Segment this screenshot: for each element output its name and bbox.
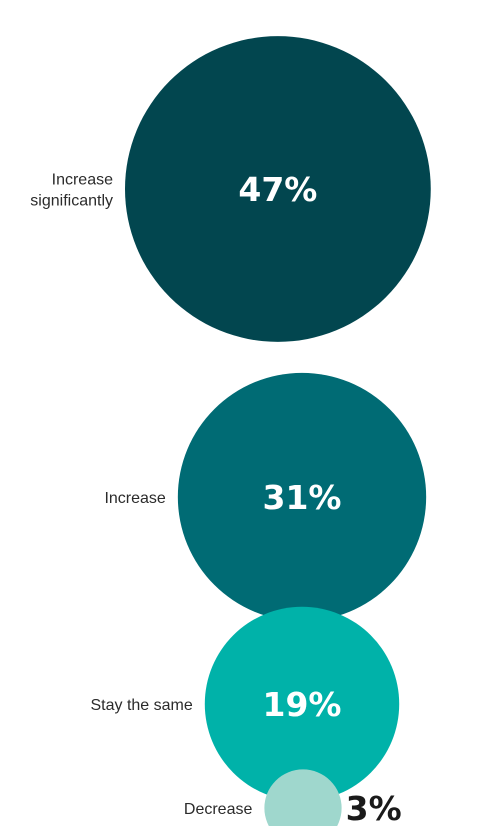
value-label-stay-the-same: 19%: [263, 685, 342, 724]
value-label-decrease: 3%: [346, 789, 402, 826]
category-label-decrease: Decrease: [184, 801, 253, 818]
category-label-stay-the-same: Stay the same: [91, 697, 193, 714]
category-label-increase-significantly: Increase significantly: [30, 172, 113, 210]
bubble-stay-the-same: [204, 606, 400, 802]
category-label-increase: Increase: [104, 490, 165, 507]
value-label-increase-significantly: 47%: [238, 170, 317, 209]
value-label-increase: 31%: [263, 478, 342, 517]
bubble-increase: [177, 372, 427, 622]
bubble-decrease: [264, 769, 342, 826]
bubble-increase-significantly: [125, 36, 431, 342]
